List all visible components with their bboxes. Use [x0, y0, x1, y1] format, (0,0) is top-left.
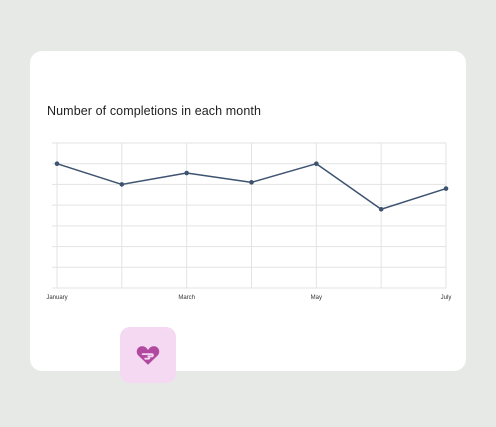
app-icon-tile[interactable] — [120, 327, 176, 383]
chart-title: Number of completions in each month — [47, 104, 262, 118]
data-point — [378, 206, 384, 212]
data-point — [314, 161, 319, 167]
x-tick-label: March — [178, 295, 195, 301]
data-point — [249, 180, 254, 185]
data-point — [443, 186, 449, 191]
chart-card — [30, 51, 466, 371]
x-tick-label: May — [311, 295, 322, 301]
x-tick-label: January — [46, 295, 67, 301]
data-point — [184, 170, 189, 176]
heart-handshake-icon — [136, 346, 160, 365]
data-point — [54, 161, 60, 167]
data-point — [119, 182, 125, 187]
x-tick-label: July — [441, 295, 452, 301]
